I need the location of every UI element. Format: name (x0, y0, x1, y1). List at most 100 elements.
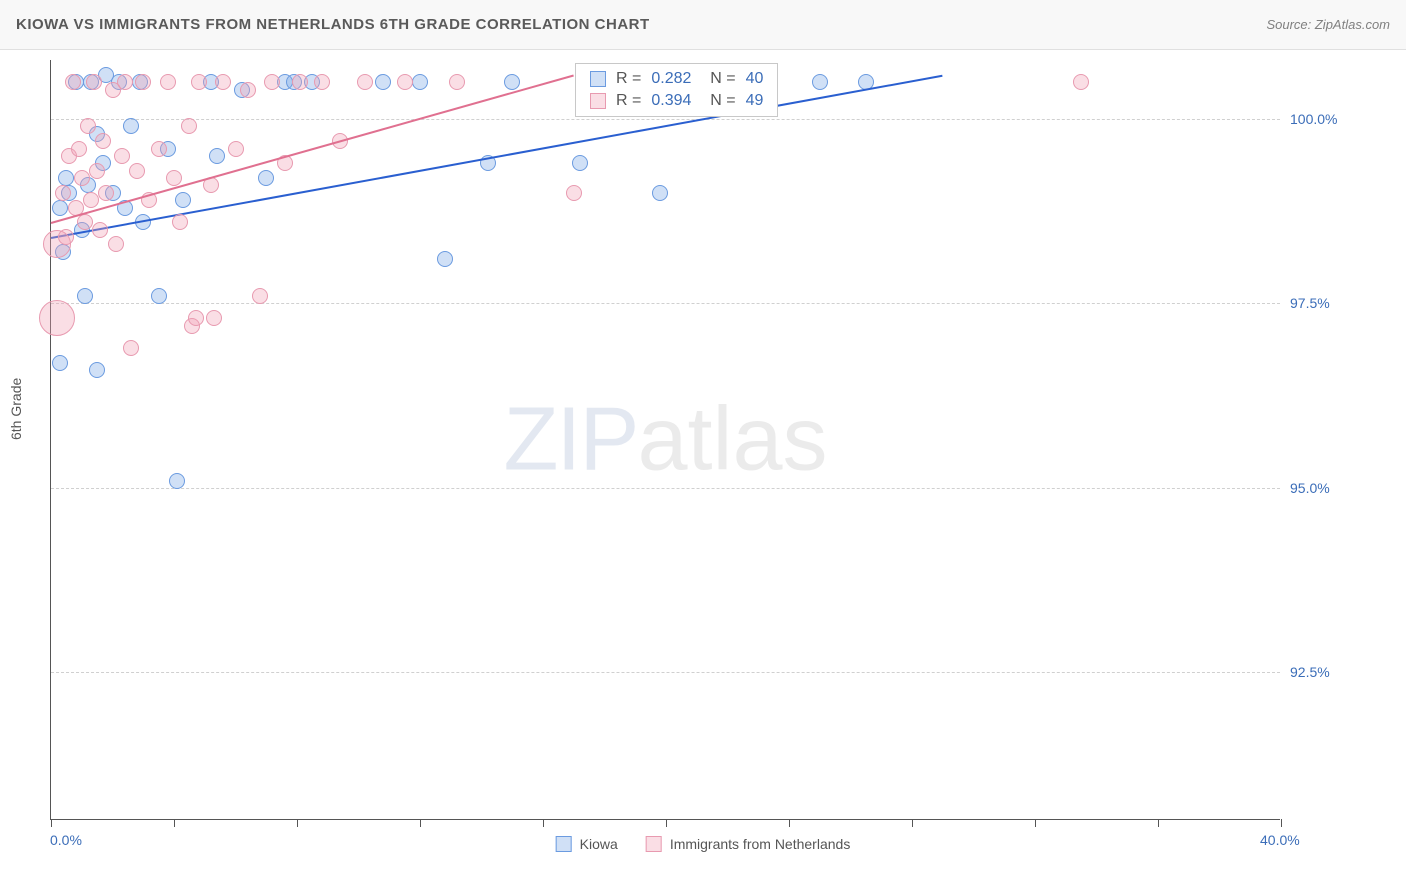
stat-r-value: 0.394 (651, 92, 691, 110)
y-tick-label: 100.0% (1290, 111, 1337, 127)
scatter-point (58, 170, 74, 186)
scatter-point (58, 229, 74, 245)
stats-swatch (590, 93, 606, 109)
scatter-point (206, 310, 222, 326)
scatter-point (652, 185, 668, 201)
scatter-point (95, 133, 111, 149)
scatter-point (314, 74, 330, 90)
x-axis-min-label: 0.0% (50, 832, 82, 848)
scatter-point (114, 148, 130, 164)
scatter-plot-area: ZIPatlas (50, 60, 1280, 820)
watermark: ZIPatlas (503, 388, 827, 491)
scatter-point (240, 82, 256, 98)
x-tick (912, 819, 913, 827)
gridline (51, 119, 1280, 120)
chart-header: KIOWA VS IMMIGRANTS FROM NETHERLANDS 6TH… (0, 0, 1406, 50)
y-tick-label: 92.5% (1290, 664, 1330, 680)
scatter-point (52, 200, 68, 216)
scatter-point (166, 170, 182, 186)
scatter-point (117, 74, 133, 90)
legend-swatch-netherlands (646, 836, 662, 852)
scatter-point (98, 185, 114, 201)
scatter-point (437, 251, 453, 267)
x-tick (1035, 819, 1036, 827)
stat-r-label: R = (616, 92, 641, 110)
scatter-point (292, 74, 308, 90)
gridline (51, 672, 1280, 673)
scatter-point (504, 74, 520, 90)
scatter-point (71, 141, 87, 157)
legend-swatch-kiowa (556, 836, 572, 852)
trend-line (51, 75, 574, 224)
stats-swatch (590, 71, 606, 87)
scatter-point (65, 74, 81, 90)
scatter-point (108, 236, 124, 252)
scatter-point (264, 74, 280, 90)
scatter-point (151, 288, 167, 304)
scatter-point (812, 74, 828, 90)
scatter-point (215, 74, 231, 90)
scatter-point (566, 185, 582, 201)
scatter-point (188, 310, 204, 326)
scatter-point (89, 362, 105, 378)
scatter-point (80, 118, 96, 134)
scatter-point (129, 163, 145, 179)
legend-item-kiowa: Kiowa (556, 836, 618, 852)
stats-row: R = 0.282 N = 40 (590, 70, 763, 88)
scatter-point (412, 74, 428, 90)
chart-title: KIOWA VS IMMIGRANTS FROM NETHERLANDS 6TH… (16, 16, 650, 33)
source-attribution: Source: ZipAtlas.com (1266, 17, 1390, 32)
stat-n-label: N = (701, 92, 735, 110)
scatter-point (175, 192, 191, 208)
scatter-point (160, 74, 176, 90)
scatter-point (52, 355, 68, 371)
legend-label-netherlands: Immigrants from Netherlands (670, 836, 851, 852)
watermark-atlas: atlas (637, 389, 827, 489)
y-tick-label: 95.0% (1290, 480, 1330, 496)
scatter-point (83, 192, 99, 208)
correlation-stats-box: R = 0.282 N = 40 R = 0.394 N = 49 (575, 63, 778, 117)
x-tick (543, 819, 544, 827)
scatter-point (209, 148, 225, 164)
stat-r-value: 0.282 (651, 70, 691, 88)
scatter-point (449, 74, 465, 90)
scatter-point (77, 288, 93, 304)
scatter-point (572, 155, 588, 171)
scatter-point (89, 163, 105, 179)
chart-legend: Kiowa Immigrants from Netherlands (556, 836, 851, 852)
scatter-point (258, 170, 274, 186)
scatter-point (1073, 74, 1089, 90)
x-axis-max-label: 40.0% (1260, 832, 1300, 848)
scatter-point (252, 288, 268, 304)
scatter-point (228, 141, 244, 157)
y-axis-label: 6th Grade (8, 378, 24, 440)
scatter-point (92, 222, 108, 238)
scatter-point (181, 118, 197, 134)
scatter-point (375, 74, 391, 90)
x-tick (666, 819, 667, 827)
stats-row: R = 0.394 N = 49 (590, 92, 763, 110)
x-tick (420, 819, 421, 827)
scatter-point (55, 185, 71, 201)
scatter-point (123, 118, 139, 134)
legend-label-kiowa: Kiowa (580, 836, 618, 852)
scatter-point (74, 170, 90, 186)
scatter-point (135, 74, 151, 90)
scatter-point (77, 214, 93, 230)
legend-item-netherlands: Immigrants from Netherlands (646, 836, 851, 852)
x-tick (1281, 819, 1282, 827)
x-tick (1158, 819, 1159, 827)
watermark-zip: ZIP (503, 389, 637, 489)
scatter-point (172, 214, 188, 230)
scatter-point (191, 74, 207, 90)
stat-n-value: 49 (746, 92, 764, 110)
scatter-point (86, 74, 102, 90)
scatter-point (151, 141, 167, 157)
x-tick (51, 819, 52, 827)
y-tick-label: 97.5% (1290, 295, 1330, 311)
stat-n-label: N = (701, 70, 735, 88)
gridline (51, 488, 1280, 489)
scatter-point (397, 74, 413, 90)
trend-line (51, 75, 943, 239)
scatter-point (39, 300, 75, 336)
